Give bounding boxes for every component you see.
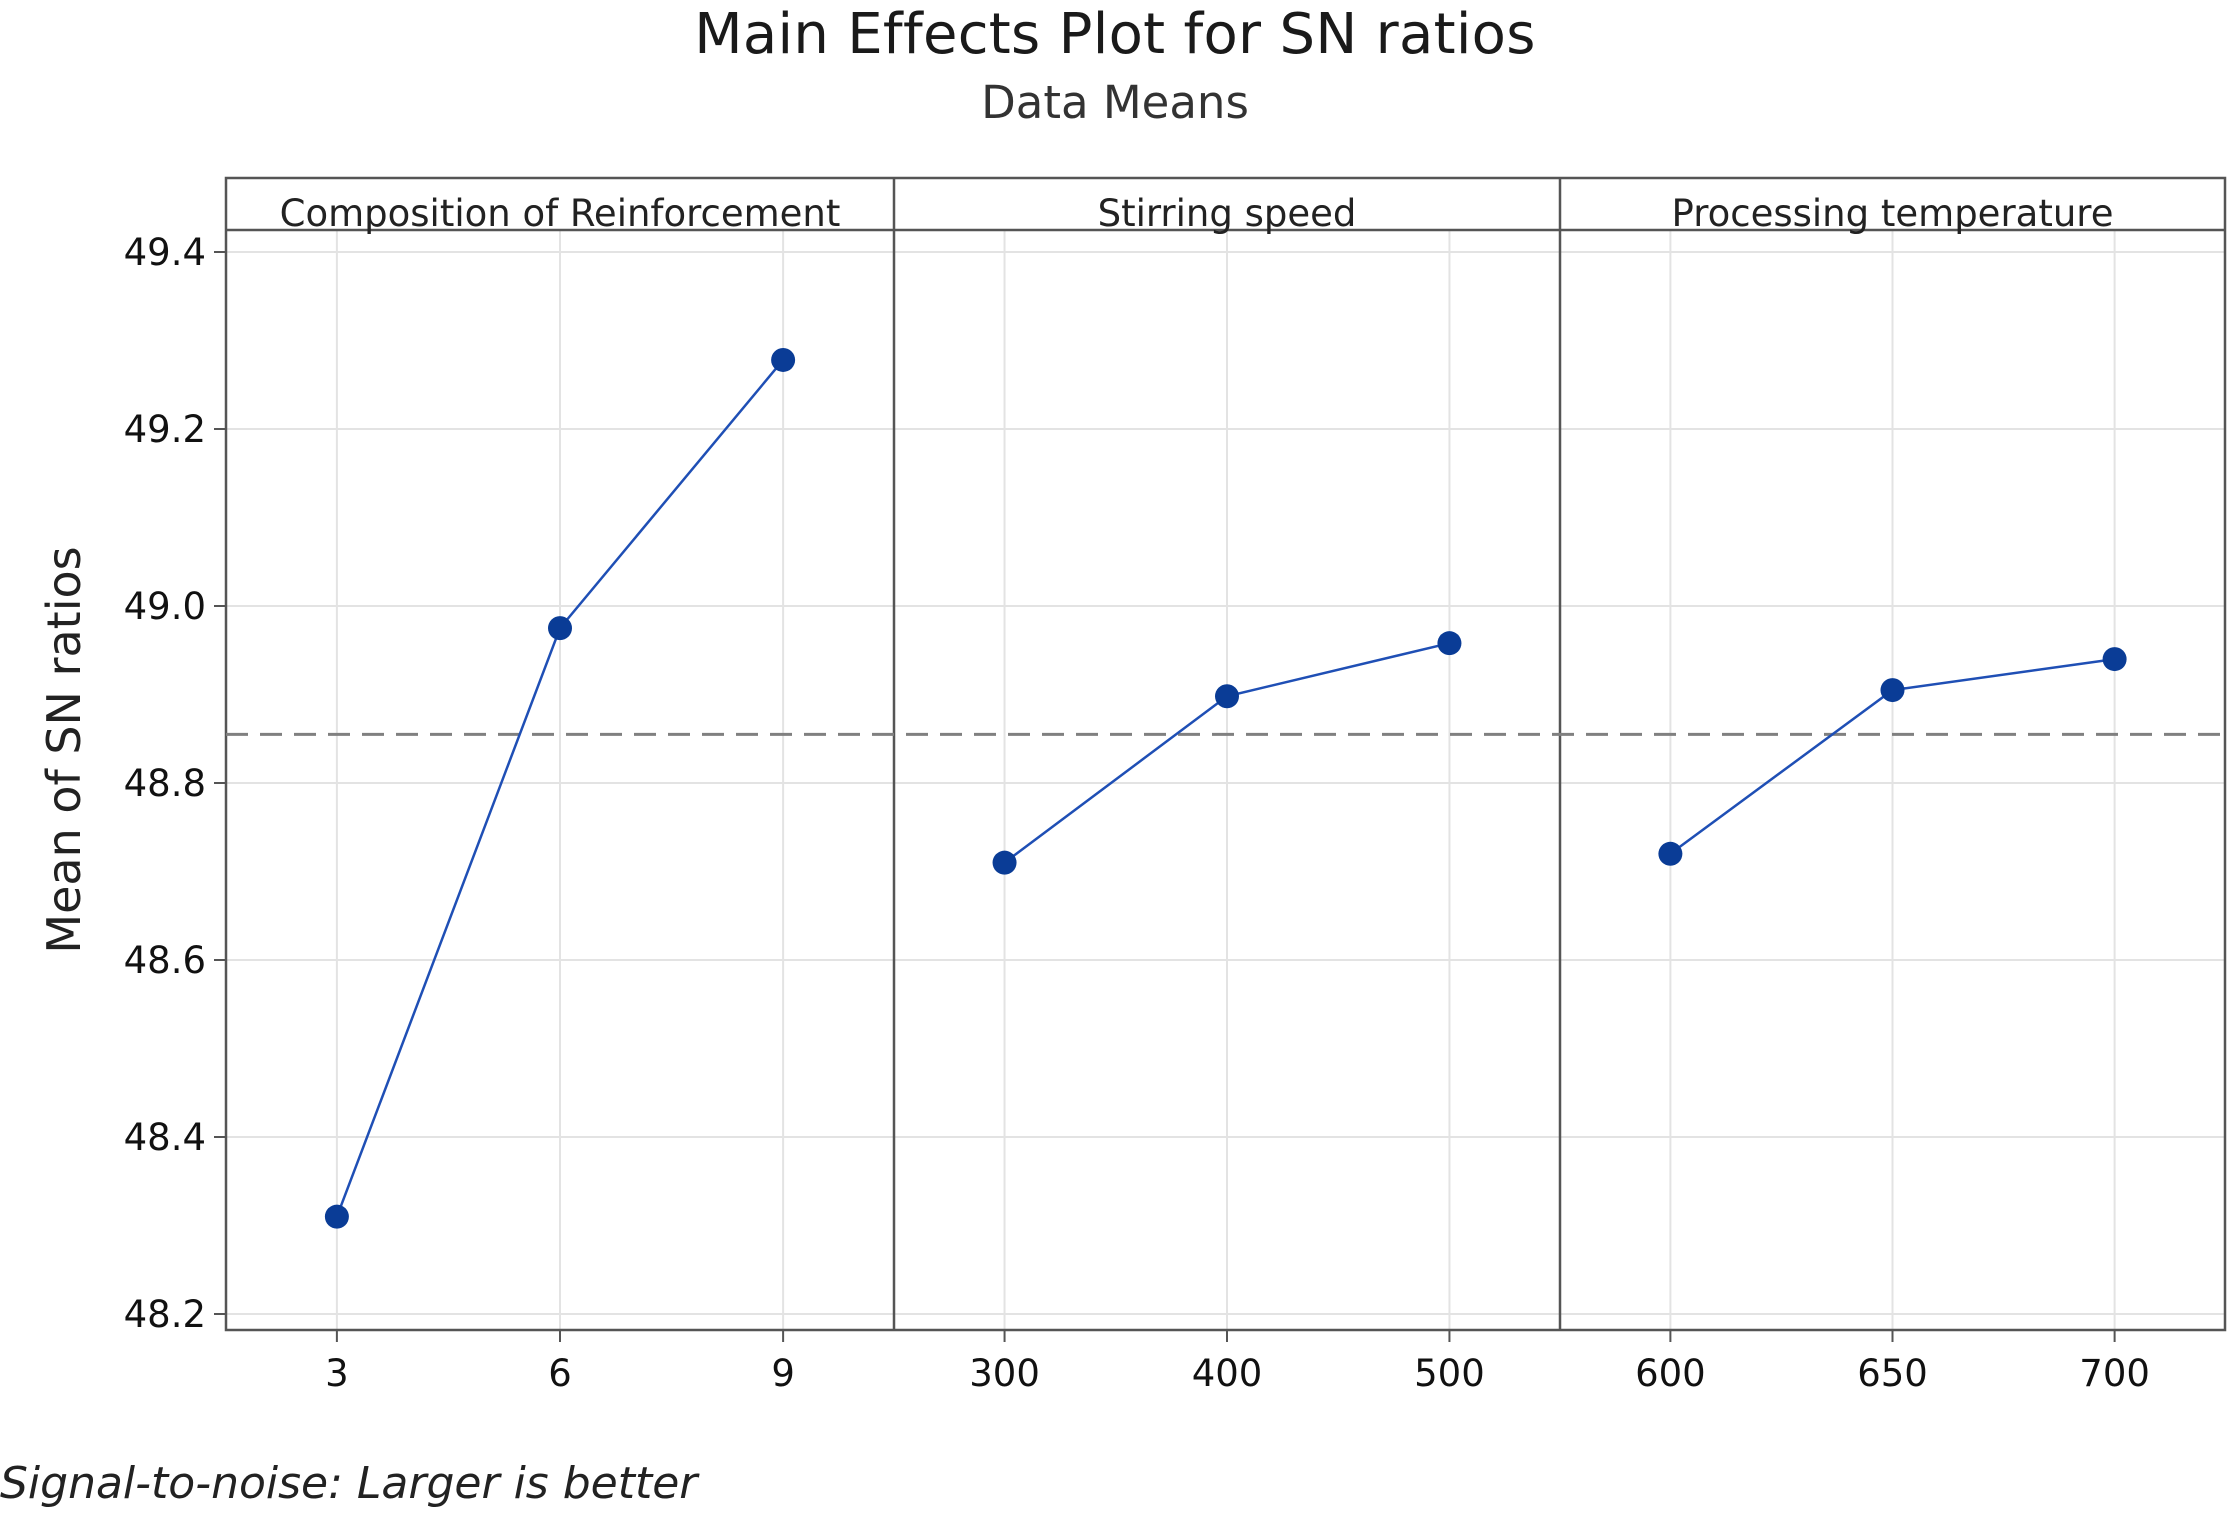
data-point [2102, 647, 2127, 672]
x-tick-label: 9 [771, 1352, 795, 1395]
footnote: Signal-to-noise: Larger is better [0, 1458, 698, 1509]
chart-title: Main Effects Plot for SN ratios [694, 2, 1536, 67]
panel-label: Stirring speed [1098, 192, 1357, 235]
panel-frames [224, 176, 2227, 1332]
y-tick-label: 48.8 [124, 762, 206, 805]
y-tick-label: 48.6 [124, 939, 206, 982]
y-tick-label: 48.2 [124, 1293, 206, 1336]
y-tick-label: 49.4 [124, 231, 206, 274]
y-tick-label: 49.2 [124, 408, 206, 451]
data-point [548, 616, 572, 641]
y-tick-label: 48.4 [124, 1116, 206, 1159]
data-point [1880, 678, 1905, 703]
data-point [1437, 631, 1462, 656]
x-tick-label: 400 [1192, 1352, 1263, 1395]
axes: 48.2 48.4 48.6 48.8 49.0 49.2 49.4 3 6 9 300 400 500… [124, 231, 2150, 1395]
panel-label: Composition of Reinforcement [280, 192, 841, 235]
x-tick-label: 6 [548, 1352, 572, 1395]
y-axis-label: Mean of SN ratios [37, 546, 91, 953]
plot-frame [224, 176, 2227, 1332]
x-tick-label: 500 [1414, 1352, 1485, 1395]
chart-subtitle: Data Means [981, 76, 1249, 129]
data-point [1658, 841, 1683, 866]
x-tick-label: 600 [1635, 1352, 1706, 1395]
data-point [992, 850, 1017, 875]
data-point [324, 1204, 349, 1229]
gridlines [226, 230, 2225, 1330]
data-point [771, 347, 796, 372]
data-point [1215, 684, 1239, 709]
x-tick-label: 700 [2079, 1352, 2150, 1395]
panel-strips: Composition of Reinforcement Stirring spe… [226, 192, 2225, 235]
x-tick-label: 300 [969, 1352, 1040, 1395]
y-tick-label: 49.0 [124, 585, 206, 628]
x-tick-label: 650 [1857, 1352, 1928, 1395]
series [324, 347, 2127, 1229]
x-tick-label: 3 [325, 1352, 349, 1395]
panel-label: Processing temperature [1672, 192, 2114, 235]
